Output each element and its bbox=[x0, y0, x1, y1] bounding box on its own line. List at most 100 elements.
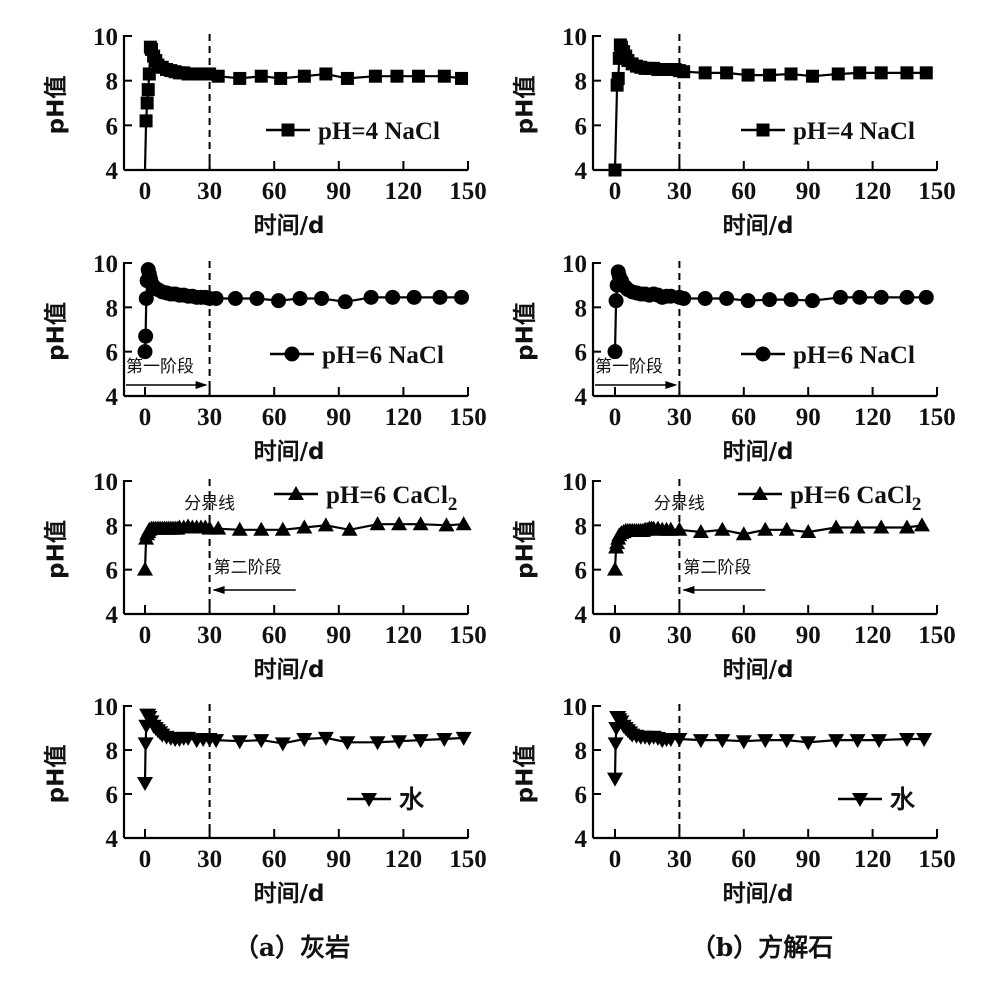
x-tick-label: 150 bbox=[449, 178, 487, 205]
x-tick-label: 120 bbox=[385, 404, 423, 431]
stage-two-label: 第二阶段 bbox=[683, 558, 751, 578]
data-point bbox=[735, 526, 752, 541]
legend-label: pH=4 NaCl bbox=[793, 118, 915, 145]
y-tick-label: 10 bbox=[93, 694, 118, 721]
data-point bbox=[296, 733, 313, 747]
data-point bbox=[676, 290, 692, 306]
y-tick-label: 4 bbox=[106, 826, 119, 853]
data-point bbox=[231, 521, 248, 536]
series-line bbox=[143, 269, 462, 352]
y-axis-label: pH值 bbox=[43, 520, 70, 579]
data-point bbox=[898, 733, 915, 747]
data-point bbox=[231, 735, 248, 750]
x-tick-label: 90 bbox=[326, 622, 351, 649]
x-tick-label: 0 bbox=[139, 846, 152, 873]
legend-marker-icon bbox=[755, 346, 771, 362]
x-tick-label: 0 bbox=[609, 178, 622, 205]
x-tick-label: 120 bbox=[385, 622, 423, 649]
x-axis-label: 时间/d bbox=[254, 439, 325, 465]
legend-label: pH=6 CaCl2 bbox=[790, 482, 921, 515]
panel-a-3: 4 6 8 10 0 30 60 90 120 150 时间/d pH值 pH=6 CaCl2 第二阶段 分… bbox=[43, 469, 487, 683]
legend-subscript: 2 bbox=[912, 494, 922, 515]
data-point bbox=[778, 521, 795, 536]
x-tick-label: 60 bbox=[262, 622, 287, 649]
x-tick-label: 120 bbox=[854, 178, 892, 205]
y-tick-label: 8 bbox=[575, 513, 588, 540]
data-point bbox=[692, 523, 709, 538]
panel-a-4: 4 6 8 10 0 30 60 90 120 150 时间/d pH值水 bbox=[43, 694, 487, 907]
y-tick-label: 8 bbox=[106, 69, 119, 96]
data-point bbox=[454, 289, 470, 305]
y-axis-label: pH值 bbox=[512, 520, 539, 579]
data-point bbox=[369, 736, 386, 751]
x-tick-label: 30 bbox=[667, 404, 692, 431]
data-point bbox=[436, 733, 453, 747]
data-point bbox=[714, 521, 731, 536]
x-tick-label: 90 bbox=[796, 622, 821, 649]
x-tick-label: 60 bbox=[262, 178, 287, 205]
x-tick-label: 150 bbox=[918, 404, 956, 431]
data-point bbox=[274, 737, 291, 752]
legend-text: pH=6 CaCl bbox=[326, 482, 448, 509]
data-point bbox=[757, 734, 774, 749]
data-point bbox=[784, 67, 798, 81]
data-point bbox=[913, 517, 930, 532]
data-point bbox=[253, 734, 270, 749]
y-tick-label: 8 bbox=[106, 295, 119, 322]
data-point bbox=[438, 517, 455, 532]
y-tick-label: 10 bbox=[562, 694, 587, 721]
data-point bbox=[873, 519, 890, 534]
x-tick-label: 0 bbox=[609, 622, 622, 649]
data-point bbox=[254, 69, 268, 83]
y-tick-label: 4 bbox=[575, 158, 588, 185]
data-point bbox=[138, 290, 154, 306]
series-line bbox=[613, 271, 927, 352]
data-point bbox=[849, 519, 866, 534]
y-tick-label: 4 bbox=[575, 602, 588, 629]
data-point bbox=[137, 737, 154, 752]
data-point bbox=[720, 66, 734, 80]
panel-b-2: 4 6 8 10 0 30 60 90 120 150 时间/d pH值 pH=6 NaCl 第一阶段 bbox=[512, 251, 956, 465]
data-point bbox=[849, 734, 866, 749]
x-axis-label: 时间/d bbox=[723, 881, 794, 907]
data-point bbox=[137, 777, 153, 791]
x-tick-label: 0 bbox=[139, 622, 152, 649]
data-point bbox=[455, 731, 472, 746]
y-tick-label: 6 bbox=[106, 340, 119, 367]
data-point bbox=[337, 294, 353, 310]
y-axis-label: pH值 bbox=[43, 76, 70, 135]
data-point bbox=[412, 734, 429, 749]
data-point bbox=[763, 68, 777, 82]
y-tick-label: 10 bbox=[562, 251, 587, 278]
data-point bbox=[297, 69, 311, 83]
x-tick-label: 90 bbox=[326, 846, 351, 873]
data-point bbox=[697, 290, 713, 306]
y-tick-label: 6 bbox=[575, 558, 588, 585]
series-line bbox=[143, 46, 462, 171]
legend-marker-icon bbox=[852, 793, 868, 807]
data-point bbox=[698, 66, 712, 80]
legend-text: pH=6 CaCl bbox=[790, 482, 912, 509]
legend-text: pH=4 NaCl bbox=[793, 118, 915, 145]
legend-label: pH=6 CaCl2 bbox=[326, 482, 457, 515]
data-point bbox=[852, 289, 868, 305]
data-point bbox=[831, 67, 845, 81]
data-point bbox=[249, 290, 265, 306]
x-tick-label: 60 bbox=[262, 846, 287, 873]
stage-one-label: 第一阶段 bbox=[126, 357, 194, 377]
data-point bbox=[916, 733, 933, 747]
data-point bbox=[611, 71, 625, 85]
series-line bbox=[143, 713, 464, 784]
data-point bbox=[828, 734, 845, 749]
x-tick-label: 60 bbox=[731, 846, 756, 873]
x-tick-label: 120 bbox=[854, 846, 892, 873]
x-axis-label: 时间/d bbox=[723, 213, 794, 239]
data-point bbox=[607, 561, 623, 576]
data-point bbox=[455, 71, 469, 85]
legend-text: pH=6 NaCl bbox=[322, 342, 444, 369]
data-point bbox=[296, 519, 313, 534]
y-tick-label: 6 bbox=[575, 782, 588, 809]
x-tick-label: 30 bbox=[197, 404, 222, 431]
x-tick-label: 150 bbox=[449, 846, 487, 873]
